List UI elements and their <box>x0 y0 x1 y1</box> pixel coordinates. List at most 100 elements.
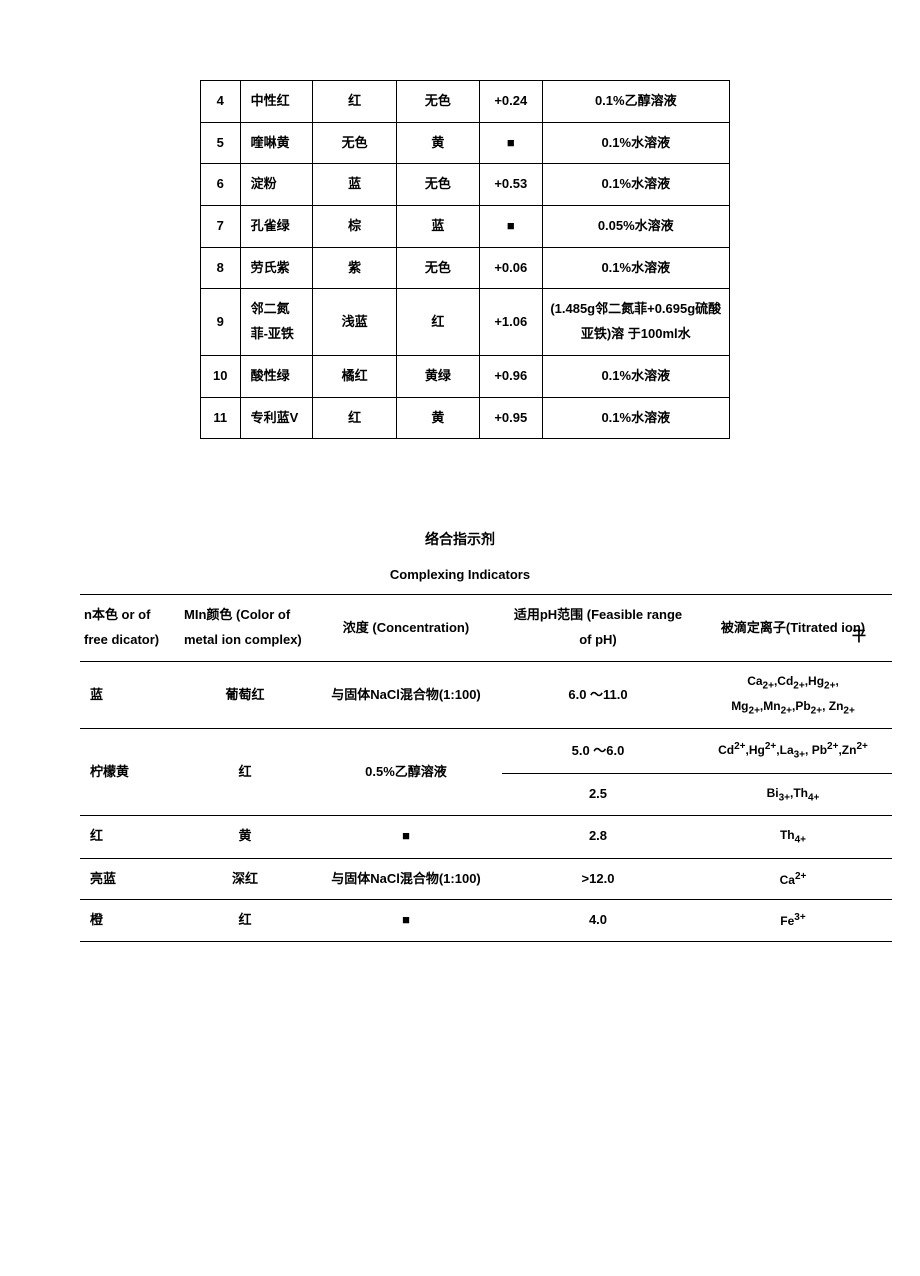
cell-col3: 橘红 <box>313 355 396 397</box>
header-concentration: 浓度 (Concentration) <box>310 595 502 661</box>
cell-num: 8 <box>201 247 241 289</box>
cell-min: 葡萄红 <box>180 661 310 729</box>
cell-name: 劳氏紫 <box>240 247 313 289</box>
cell-val: +0.06 <box>480 247 542 289</box>
cell-sol: 0.1%水溶液 <box>542 355 729 397</box>
table-row: 柠檬黄 红 0.5%乙醇溶液 5.0 〜6.0 Cd2+,Hg2+,La3+, … <box>80 729 892 773</box>
table-row: 11 专利蓝V 红 黄 +0.95 0.1%水溶液 <box>201 397 730 439</box>
cell-conc: ■ <box>310 816 502 858</box>
cell-name: 邻二氮菲-亚铁 <box>240 289 313 355</box>
cell-ph: 2.8 <box>502 816 694 858</box>
section-title-cn: 络合指示剂 <box>0 529 920 549</box>
section-title-en: Complexing Indicators <box>0 567 920 582</box>
cell-min: 深红 <box>180 858 310 900</box>
cell-ph: >12.0 <box>502 858 694 900</box>
table1-body: 4 中性红 红 无色 +0.24 0.1%乙醇溶液 5 喹啉黄 无色 黄 ■ 0… <box>201 81 730 439</box>
cell-ph: 6.0 〜11.0 <box>502 661 694 729</box>
cell-ions: Cd2+,Hg2+,La3+, Pb2+,Zn2+ <box>694 729 892 773</box>
cell-conc: 与固体NaCl混合物(1:100) <box>310 661 502 729</box>
cell-sol: 0.05%水溶液 <box>542 206 729 248</box>
table-row: 亮蓝 深红 与固体NaCl混合物(1:100) >12.0 Ca2+ <box>80 858 892 900</box>
cell-val: ■ <box>480 206 542 248</box>
cell-num: 6 <box>201 164 241 206</box>
cell-name: 专利蓝V <box>240 397 313 439</box>
cell-free: 柠檬黄 <box>80 729 180 816</box>
cell-val: +0.96 <box>480 355 542 397</box>
table-row: 7 孔雀绿 棕 蓝 ■ 0.05%水溶液 <box>201 206 730 248</box>
table2-head: n本色 or of free dicator) MIn颜色 (Color of … <box>80 595 892 661</box>
header-ph-range: 适用pH范围 (Feasible range of pH) <box>502 595 694 661</box>
cell-val: +1.06 <box>480 289 542 355</box>
table2-body: 蓝 葡萄红 与固体NaCl混合物(1:100) 6.0 〜11.0 Ca2+,C… <box>80 661 892 942</box>
cell-ions: Ca2+ <box>694 858 892 900</box>
header-free-color: n本色 or of free dicator) <box>80 595 180 661</box>
cell-num: 4 <box>201 81 241 123</box>
complexing-indicators-table: n本色 or of free dicator) MIn颜色 (Color of … <box>80 594 892 942</box>
table2-header-row: n本色 or of free dicator) MIn颜色 (Color of … <box>80 595 892 661</box>
cell-col4: 蓝 <box>396 206 479 248</box>
cell-col4: 无色 <box>396 164 479 206</box>
cell-ions: Fe3+ <box>694 900 892 942</box>
header-min-color: MIn颜色 (Color of metal ion complex) <box>180 595 310 661</box>
cell-sol: 0.1%水溶液 <box>542 247 729 289</box>
cell-col3: 红 <box>313 397 396 439</box>
cell-col4: 黄绿 <box>396 355 479 397</box>
cell-name: 中性红 <box>240 81 313 123</box>
table-row: 蓝 葡萄红 与固体NaCl混合物(1:100) 6.0 〜11.0 Ca2+,C… <box>80 661 892 729</box>
cell-col3: 无色 <box>313 122 396 164</box>
cell-col4: 无色 <box>396 247 479 289</box>
table-row: 橙 红 ■ 4.0 Fe3+ <box>80 900 892 942</box>
cell-min: 红 <box>180 900 310 942</box>
cell-conc: 与固体NaCl混合物(1:100) <box>310 858 502 900</box>
cell-name: 酸性绿 <box>240 355 313 397</box>
cell-conc: ■ <box>310 900 502 942</box>
indicator-table-1: 4 中性红 红 无色 +0.24 0.1%乙醇溶液 5 喹啉黄 无色 黄 ■ 0… <box>200 80 730 439</box>
cell-val: +0.53 <box>480 164 542 206</box>
cell-min: 红 <box>180 729 310 816</box>
cell-num: 9 <box>201 289 241 355</box>
cell-name: 孔雀绿 <box>240 206 313 248</box>
cell-col3: 蓝 <box>313 164 396 206</box>
cell-conc: 0.5%乙醇溶液 <box>310 729 502 816</box>
cell-sol: (1.485g邻二氮菲+0.695g硫酸亚铁)溶 于100ml水 <box>542 289 729 355</box>
cell-sol: 0.1%水溶液 <box>542 397 729 439</box>
cell-name: 喹啉黄 <box>240 122 313 164</box>
cell-free: 橙 <box>80 900 180 942</box>
cell-sol: 0.1%水溶液 <box>542 164 729 206</box>
cell-num: 11 <box>201 397 241 439</box>
table-row: 4 中性红 红 无色 +0.24 0.1%乙醇溶液 <box>201 81 730 123</box>
table-row: 红 黄 ■ 2.8 Th4+ <box>80 816 892 858</box>
cell-name: 淀粉 <box>240 164 313 206</box>
table-row: 6 淀粉 蓝 无色 +0.53 0.1%水溶液 <box>201 164 730 206</box>
cell-val: ■ <box>480 122 542 164</box>
table-row: 8 劳氏紫 紫 无色 +0.06 0.1%水溶液 <box>201 247 730 289</box>
cell-ions: Bi3+,Th4+ <box>694 773 892 815</box>
cell-ph: 2.5 <box>502 773 694 815</box>
cell-ph: 5.0 〜6.0 <box>502 729 694 773</box>
cell-num: 7 <box>201 206 241 248</box>
cell-free: 蓝 <box>80 661 180 729</box>
cell-col3: 棕 <box>313 206 396 248</box>
section-titles: 络合指示剂 Complexing Indicators <box>0 529 920 582</box>
table1-container: 4 中性红 红 无色 +0.24 0.1%乙醇溶液 5 喹啉黄 无色 黄 ■ 0… <box>200 80 730 439</box>
table-row: 10 酸性绿 橘红 黄绿 +0.96 0.1%水溶液 <box>201 355 730 397</box>
cell-col4: 无色 <box>396 81 479 123</box>
cell-free: 亮蓝 <box>80 858 180 900</box>
cell-col3: 红 <box>313 81 396 123</box>
cell-ions: Ca2+,Cd2+,Hg2+, Mg2+,Mn2+,Pb2+, Zn2+ <box>694 661 892 729</box>
cell-ions: Th4+ <box>694 816 892 858</box>
stray-char: 干 <box>852 626 866 646</box>
cell-col4: 黄 <box>396 122 479 164</box>
cell-num: 10 <box>201 355 241 397</box>
table2-container: 干 n本色 or of free dicator) MIn颜色 (Color o… <box>80 594 836 942</box>
cell-col3: 紫 <box>313 247 396 289</box>
cell-col4: 黄 <box>396 397 479 439</box>
cell-free: 红 <box>80 816 180 858</box>
cell-sol: 0.1%乙醇溶液 <box>542 81 729 123</box>
cell-val: +0.95 <box>480 397 542 439</box>
cell-val: +0.24 <box>480 81 542 123</box>
cell-ph: 4.0 <box>502 900 694 942</box>
cell-num: 5 <box>201 122 241 164</box>
page-content: 4 中性红 红 无色 +0.24 0.1%乙醇溶液 5 喹啉黄 无色 黄 ■ 0… <box>0 0 920 1002</box>
cell-min: 黄 <box>180 816 310 858</box>
